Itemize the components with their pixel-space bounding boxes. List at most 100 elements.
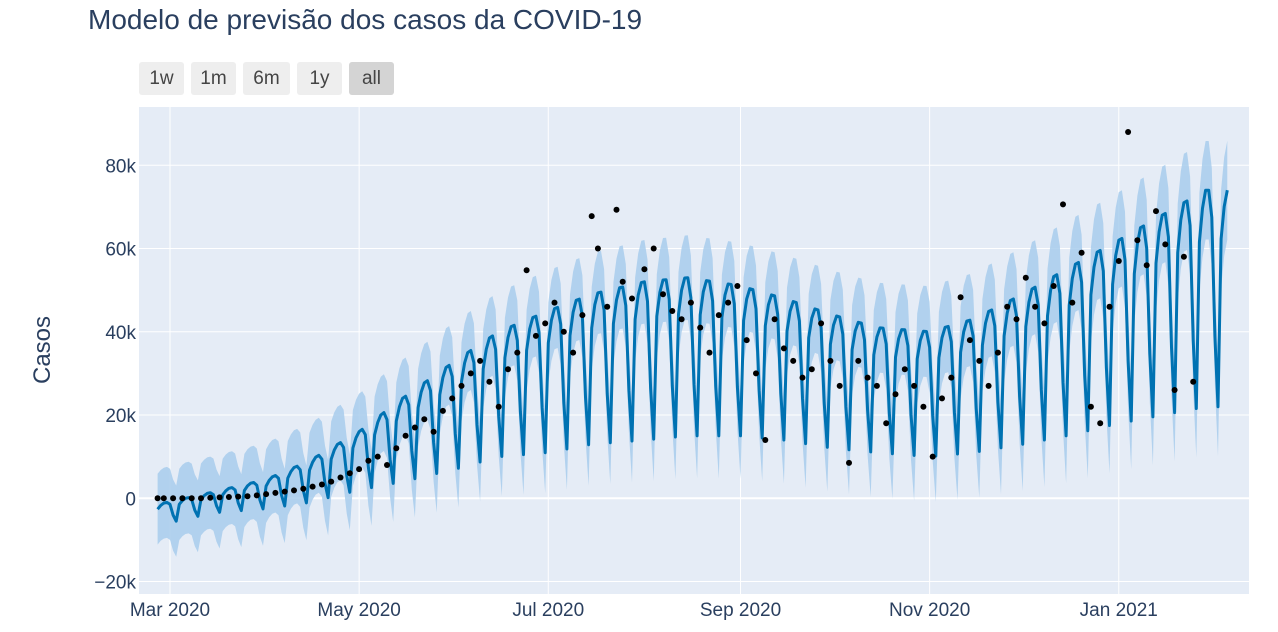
data-point <box>799 374 806 381</box>
data-point <box>604 303 611 310</box>
data-point <box>1162 241 1169 248</box>
data-point <box>281 488 288 495</box>
data-point <box>505 366 511 373</box>
data-point <box>225 494 232 500</box>
data-point <box>356 466 363 473</box>
data-point <box>291 487 297 494</box>
range-button-1m[interactable]: 1m <box>191 62 236 95</box>
y-tick-label: 0 <box>125 489 136 510</box>
data-point <box>244 493 251 500</box>
data-point <box>939 395 945 402</box>
data-point <box>771 316 778 323</box>
data-point <box>1190 378 1197 385</box>
data-point <box>570 349 577 356</box>
x-tick-label: Sep 2020 <box>700 600 781 621</box>
data-point <box>318 481 325 488</box>
data-point <box>1087 403 1094 410</box>
data-point <box>179 495 186 502</box>
x-tick-label: Mar 2020 <box>130 600 210 621</box>
forecast-line-path <box>156 188 1229 523</box>
range-button-1y[interactable]: 1y <box>297 62 342 95</box>
data-point <box>458 382 465 389</box>
data-point <box>901 366 908 373</box>
data-point <box>1060 201 1066 208</box>
data-point <box>1041 320 1048 327</box>
data-point <box>486 378 493 385</box>
data-point <box>1125 129 1132 135</box>
data-point <box>929 453 936 460</box>
data-point <box>753 370 759 377</box>
data-point <box>337 474 344 481</box>
data-point <box>948 374 955 381</box>
data-point <box>439 407 446 414</box>
x-tick-label: Jul 2020 <box>512 600 584 621</box>
data-point <box>160 495 167 502</box>
data-point <box>846 459 852 466</box>
data-point <box>411 424 418 431</box>
data-point <box>976 357 983 364</box>
data-point <box>430 428 437 435</box>
data-point <box>594 245 601 252</box>
data-point <box>1153 208 1159 215</box>
data-point <box>477 357 484 364</box>
data-point <box>588 213 595 220</box>
data-point <box>660 291 666 298</box>
data-point <box>911 382 918 389</box>
y-tick-label: −20k <box>94 573 136 594</box>
data-point <box>650 245 657 252</box>
data-point <box>309 483 316 490</box>
data-point <box>579 312 586 319</box>
data-point <box>402 432 409 439</box>
data-point <box>687 299 694 306</box>
data-point <box>532 332 539 339</box>
forecast-line <box>156 188 1229 523</box>
data-point <box>743 337 750 344</box>
data-point <box>300 485 307 492</box>
data-point <box>892 391 899 398</box>
data-point <box>734 283 741 289</box>
data-point <box>1004 303 1011 310</box>
data-point <box>883 420 890 427</box>
data-point <box>613 206 620 213</box>
data-point <box>346 470 353 477</box>
data-point <box>780 345 787 352</box>
data-point <box>619 278 626 285</box>
data-point <box>542 320 549 327</box>
range-button-6m[interactable]: 6m <box>243 62 290 95</box>
y-tick-label: 40k <box>105 323 136 344</box>
data-point <box>1050 283 1057 289</box>
data-point <box>495 403 502 410</box>
data-point <box>1022 274 1029 281</box>
y-tick-label: 80k <box>105 156 136 177</box>
data-point <box>170 495 177 502</box>
data-point <box>449 395 456 402</box>
data-point <box>715 312 722 319</box>
range-button-all[interactable]: all <box>349 62 394 95</box>
data-point <box>669 308 676 314</box>
data-point <box>678 316 685 323</box>
data-point <box>272 489 279 496</box>
data-point <box>836 382 843 389</box>
data-point <box>1013 316 1020 323</box>
data-point <box>1171 387 1178 393</box>
data-point <box>198 495 204 502</box>
data-point <box>706 349 713 356</box>
data-point <box>365 457 372 464</box>
data-point <box>1115 258 1122 264</box>
data-point <box>263 491 270 498</box>
chart-title: Modelo de previsão dos casos da COVID-19 <box>88 4 643 35</box>
data-point <box>551 299 558 306</box>
data-point <box>514 349 521 356</box>
data-point <box>384 462 390 468</box>
data-point <box>873 382 880 389</box>
observed-points <box>154 129 1197 502</box>
data-point <box>1078 249 1085 256</box>
data-point <box>725 299 732 306</box>
range-button-1w[interactable]: 1w <box>139 62 184 95</box>
data-point <box>235 493 242 500</box>
y-tick-label: 20k <box>105 406 136 427</box>
data-point <box>1069 299 1076 306</box>
data-point <box>629 295 635 302</box>
data-point <box>207 494 214 501</box>
